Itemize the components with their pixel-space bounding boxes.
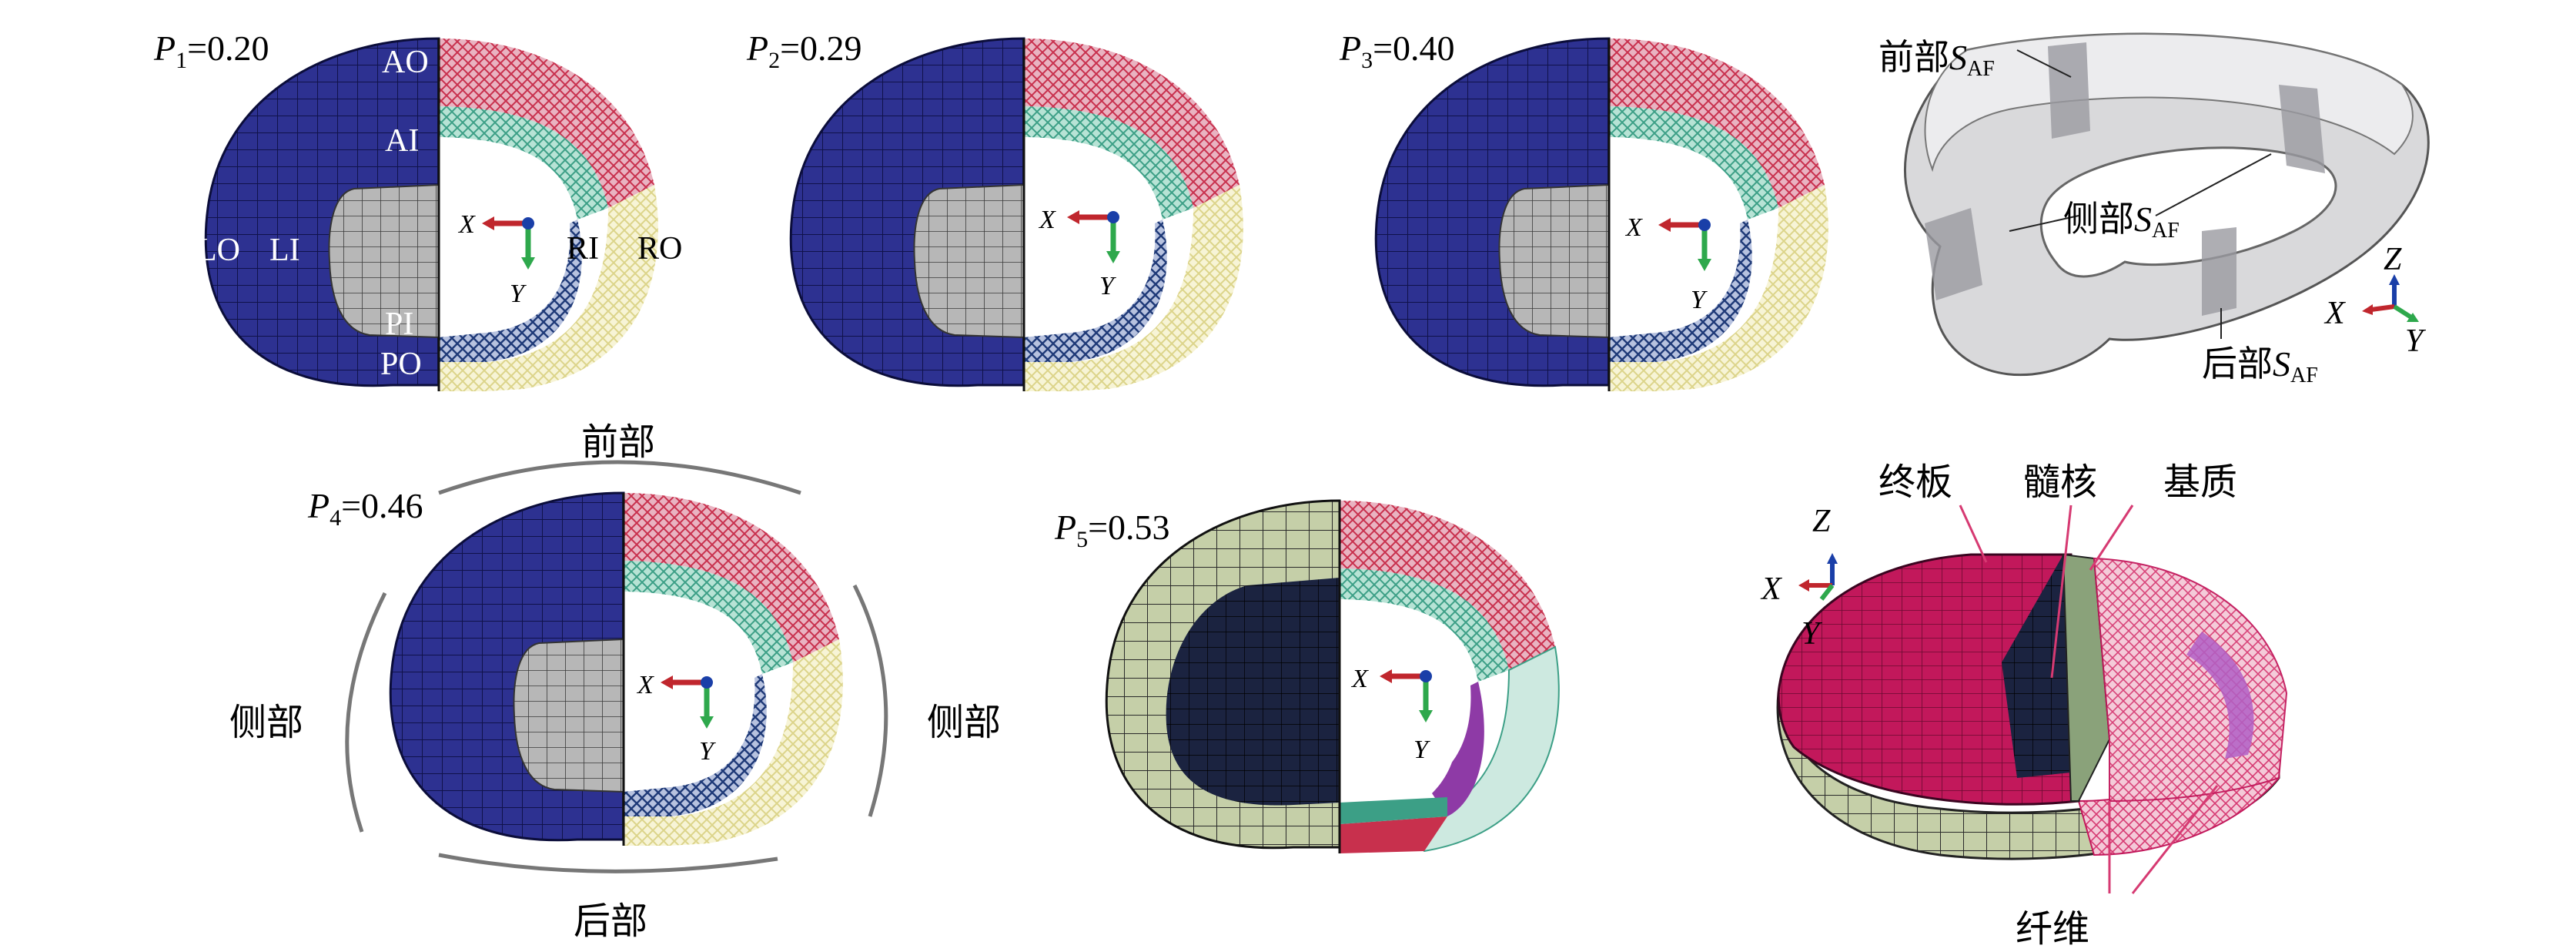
p-label-p4: P4=0.46 — [307, 486, 423, 531]
panel-p1: X Y P1=0.20 AO AI LO LI RI RO PI PO — [153, 28, 682, 393]
axis-y-label-model: Y — [1802, 616, 1823, 652]
right-arc — [852, 584, 888, 817]
p-label-p2: P2=0.29 — [746, 28, 862, 73]
region-label-ri: RI — [567, 231, 599, 266]
model-endplate — [1777, 553, 2080, 806]
axis-y-label-p1: Y — [510, 280, 527, 308]
leader-nucleus — [2050, 504, 2073, 679]
panel-p2: X Y P2=0.29 — [746, 28, 1245, 393]
axis-x-label-p3: X — [1624, 213, 1643, 242]
direction-label-front: 前部 — [581, 421, 655, 464]
direction-label-left: 侧部 — [229, 701, 303, 744]
region-label-pi: PI — [385, 307, 413, 342]
label-nucleus: 髓核 — [2023, 461, 2097, 504]
region-label-ai: AI — [385, 123, 419, 159]
region-label-po: PO — [380, 347, 422, 382]
p-label-p3: P3=0.40 — [1339, 28, 1455, 73]
p-label-p5: P5=0.53 — [1054, 508, 1170, 552]
label-endplate: 终板 — [1878, 461, 1952, 504]
fe-model-3d: 终板 髓核 基质 纤维 Z X Y — [1760, 461, 2288, 950]
leader-side-b — [2155, 153, 2272, 216]
model-fiber-mesh — [2093, 557, 2288, 803]
saf-label-side: 侧部SAF — [2063, 198, 2180, 243]
axis-y-label-p3: Y — [1691, 286, 1708, 314]
axis-x-label-p1: X — [457, 210, 476, 239]
axis-triad-model — [1798, 553, 1838, 601]
panel-p5: X Y P5=0.53 — [1054, 499, 1560, 853]
panel-p4: X Y P4=0.46 前部 侧部 侧部 后部 — [229, 421, 1001, 943]
disc-slice-p2 — [789, 37, 1245, 393]
disc-slice-p3 — [1374, 37, 1830, 393]
leader-endplate — [1959, 504, 1988, 563]
axis-triad-ring — [2362, 274, 2419, 322]
axis-z-label-model: Z — [1812, 504, 1831, 539]
model-purple-band — [2186, 632, 2254, 759]
disc-slice-p4 — [389, 491, 845, 847]
leader-matrix — [2089, 504, 2134, 571]
axis-y-label-p2: Y — [1099, 272, 1116, 300]
region-label-li: LI — [269, 233, 300, 268]
saf-ring-diagram: 前部SAF 侧部SAF 后部SAF Z X Y — [1878, 32, 2430, 387]
axis-x-label-p2: X — [1038, 206, 1056, 234]
left-arc — [345, 592, 387, 833]
section-right — [2279, 85, 2325, 173]
axis-x-label-model: X — [1760, 572, 1783, 607]
model-cut-face — [2062, 553, 2111, 802]
section-front — [2048, 42, 2090, 139]
back-arc — [438, 853, 778, 873]
saf-label-front: 前部SAF — [1878, 36, 1995, 81]
axis-y-label-ring: Y — [2405, 323, 2427, 359]
label-fiber: 纤维 — [2016, 907, 2089, 950]
leader-fiber-b — [2131, 785, 2219, 894]
leader-side-a — [2009, 215, 2079, 232]
axis-x-label-ring: X — [2323, 296, 2347, 331]
region-label-ao: AO — [382, 45, 429, 80]
region-label-lo: LO — [197, 233, 240, 268]
section-left — [1925, 208, 1982, 300]
axis-x-label-p4: X — [636, 671, 654, 699]
region-label-ro: RO — [637, 231, 682, 266]
axis-x-label-p5: X — [1350, 665, 1369, 693]
disc-slice-p5 — [1105, 499, 1560, 853]
axis-y-label-p4: Y — [699, 737, 716, 766]
section-back — [2202, 227, 2236, 316]
direction-label-back: 后部 — [574, 900, 647, 943]
p-label-p1: P1=0.20 — [153, 28, 269, 73]
saf-label-back: 后部SAF — [2202, 343, 2318, 387]
panel-p3: X Y P3=0.40 — [1339, 28, 1830, 393]
label-matrix: 基质 — [2163, 461, 2237, 504]
axis-z-label-ring: Z — [2384, 242, 2402, 277]
ring-hole — [2039, 146, 2337, 278]
leader-front — [2016, 49, 2072, 78]
direction-label-right: 侧部 — [927, 701, 1001, 744]
axis-y-label-p5: Y — [1413, 736, 1430, 764]
front-arc — [438, 460, 801, 495]
disc-slice-p1 — [204, 37, 660, 393]
